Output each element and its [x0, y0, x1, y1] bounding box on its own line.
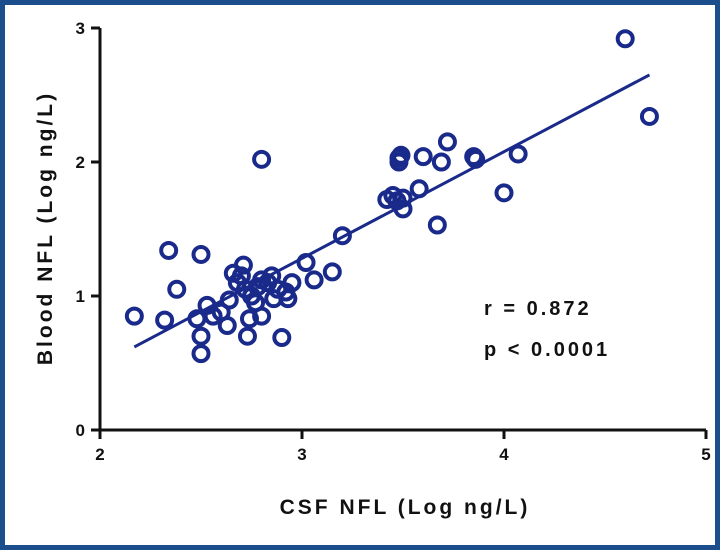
data-point	[252, 149, 272, 169]
x-tick-label: 3	[297, 445, 306, 464]
data-point	[233, 255, 253, 275]
y-tick-label: 3	[76, 19, 85, 38]
data-point	[639, 106, 659, 126]
data-point	[427, 215, 447, 235]
data-point	[191, 244, 211, 264]
x-tick-label: 5	[701, 445, 710, 464]
data-point	[219, 290, 239, 310]
data-point	[217, 315, 237, 335]
data-point	[159, 240, 179, 260]
x-ticks: 2 3 4 5	[95, 430, 711, 464]
data-point	[431, 152, 451, 172]
data-point	[391, 145, 411, 165]
data-point	[466, 149, 486, 169]
data-point	[304, 270, 324, 290]
y-axis-title: Blood NFL (Log ng/L)	[34, 91, 57, 365]
data-point	[437, 132, 457, 152]
y-ticks: 0 1 2 3	[76, 19, 100, 440]
data-point	[332, 226, 352, 246]
data-point	[322, 262, 342, 282]
p-value-annotation: p < 0.0001	[484, 339, 610, 361]
data-point	[252, 306, 272, 326]
data-point	[508, 144, 528, 164]
data-point	[191, 326, 211, 346]
data-point	[393, 188, 413, 208]
data-point	[239, 309, 259, 329]
y-tick-label: 0	[76, 421, 85, 440]
data-point	[409, 179, 429, 199]
y-tick-label: 2	[76, 153, 85, 172]
x-axis-title: CSF NFL (Log ng/L)	[280, 496, 531, 519]
data-points	[124, 29, 659, 364]
data-point	[296, 253, 316, 272]
data-point	[237, 326, 257, 346]
data-point	[393, 199, 413, 219]
correlation-annotation: r = 0.872	[484, 298, 592, 320]
data-point	[272, 328, 292, 348]
data-point	[413, 147, 433, 167]
data-point	[615, 29, 635, 49]
x-tick-label: 2	[95, 445, 104, 464]
data-point	[167, 279, 187, 299]
data-point	[191, 344, 211, 364]
data-point	[124, 306, 144, 326]
x-tick-label: 4	[499, 445, 509, 464]
data-point	[494, 183, 514, 203]
data-point	[155, 310, 175, 330]
axes	[98, 28, 706, 432]
data-point	[282, 273, 302, 293]
y-tick-label: 1	[76, 287, 85, 306]
